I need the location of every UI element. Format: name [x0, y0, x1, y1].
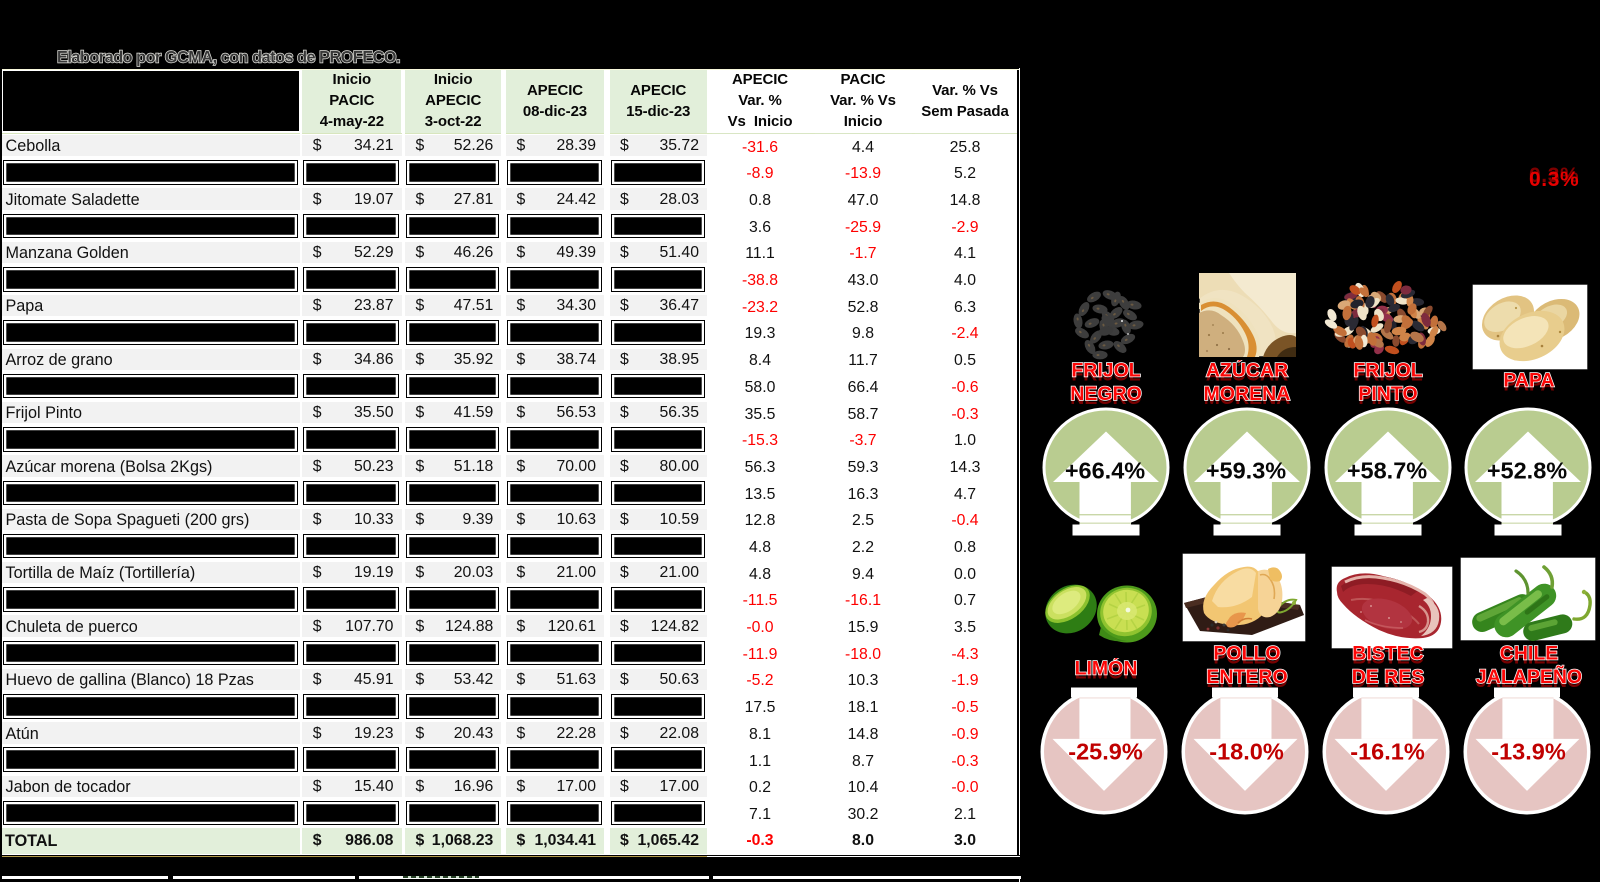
svg-text:MORENA: MORENA: [1204, 387, 1291, 409]
svg-text:LIMÓN: LIMÓN: [1075, 659, 1138, 683]
svg-text:CHILE: CHILE: [1499, 646, 1558, 668]
svg-text:-25.9%: -25.9%: [1068, 738, 1143, 764]
svg-text:FRIJOL: FRIJOL: [1071, 363, 1140, 385]
svg-text:+58.7%: +58.7%: [1346, 458, 1426, 484]
svg-text:BISTEC: BISTEC: [1352, 646, 1424, 668]
svg-text:Elaborado por GCMA, con datos: Elaborado por GCMA, con datos de PROFECO…: [57, 49, 400, 67]
svg-text:ENTERO: ENTERO: [1206, 666, 1287, 688]
svg-text:0.3%: 0.3%: [1529, 168, 1579, 191]
svg-text:DE RES: DE RES: [1352, 666, 1425, 688]
svg-text:MORENA: MORENA: [1204, 383, 1291, 405]
svg-text:ENTERO: ENTERO: [1206, 669, 1287, 691]
svg-text:FRIJOL: FRIJOL: [1353, 363, 1422, 385]
svg-text:+52.8%: +52.8%: [1487, 458, 1567, 484]
svg-text:PINTO: PINTO: [1358, 383, 1417, 405]
svg-text:NEGRO: NEGRO: [1070, 387, 1142, 409]
svg-text:JALAPEÑO: JALAPEÑO: [1475, 668, 1581, 691]
svg-text:0.3%: 0.3%: [1529, 164, 1579, 187]
svg-text:+59.3%: +59.3%: [1205, 458, 1285, 484]
svg-text:LIMÓN: LIMÓN: [1075, 658, 1138, 680]
svg-text:-18.0%: -18.0%: [1209, 738, 1284, 764]
svg-text:POLLO: POLLO: [1213, 646, 1280, 668]
svg-text:FRIJOL: FRIJOL: [1353, 360, 1422, 382]
svg-text:AZÚCAR: AZÚCAR: [1206, 360, 1288, 382]
svg-text:PAPA: PAPA: [1503, 373, 1554, 395]
svg-text:POLLO: POLLO: [1213, 643, 1280, 665]
svg-text:+66.4%: +66.4%: [1064, 458, 1144, 484]
svg-text:PAPA: PAPA: [1503, 370, 1554, 392]
svg-text:FRIJOL: FRIJOL: [1071, 360, 1140, 382]
svg-text:NEGRO: NEGRO: [1070, 383, 1142, 405]
svg-text:-13.9%: -13.9%: [1491, 738, 1566, 764]
svg-text:BISTEC: BISTEC: [1352, 643, 1424, 665]
svg-text:JALAPEÑO: JALAPEÑO: [1475, 665, 1581, 688]
svg-text:CHILE: CHILE: [1499, 643, 1558, 665]
svg-text:PINTO: PINTO: [1358, 387, 1417, 409]
svg-text:-16.1%: -16.1%: [1350, 738, 1425, 764]
svg-text:AZÚCAR: AZÚCAR: [1206, 361, 1288, 385]
svg-text:DE RES: DE RES: [1352, 669, 1425, 691]
